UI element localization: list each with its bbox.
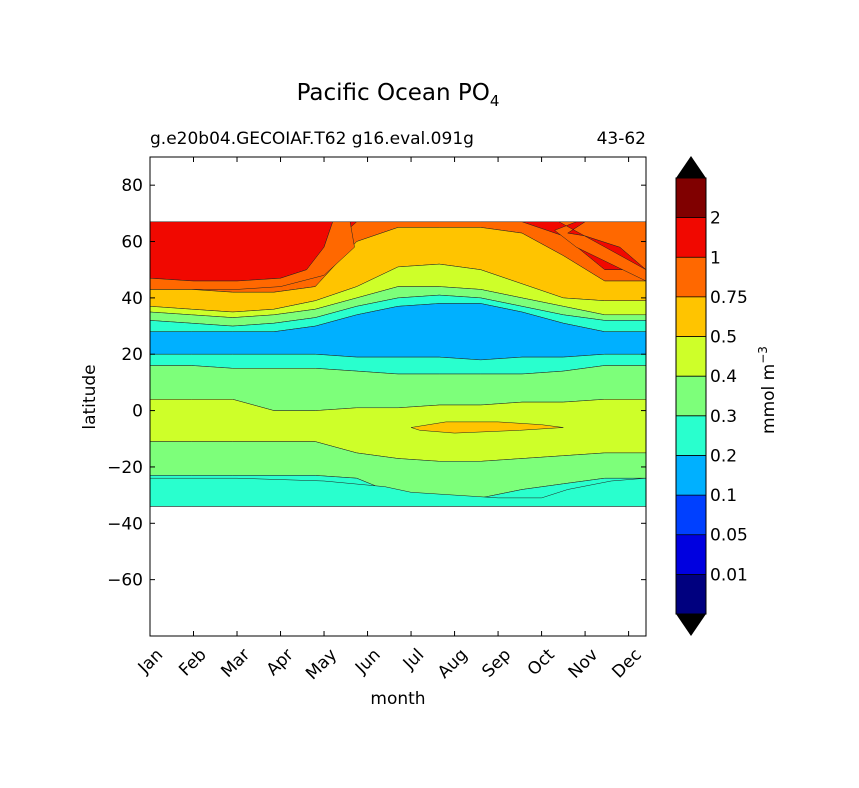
x-tick-label: Feb bbox=[175, 645, 210, 680]
x-tick-label: Nov bbox=[565, 645, 603, 683]
subtitle-left: g.e20b04.GECOIAF.T62 g16.eval.091g bbox=[150, 129, 474, 149]
colorbar-segment bbox=[676, 257, 706, 298]
contour-region-equatorial-pocket bbox=[411, 421, 564, 434]
x-tick-label: May bbox=[302, 645, 341, 684]
x-tick-label: Mar bbox=[217, 645, 254, 682]
subtitle-right: 43-62 bbox=[597, 129, 646, 149]
colorbar-tick-label: 0.5 bbox=[710, 328, 737, 348]
colorbar-segment bbox=[676, 376, 706, 417]
colorbar-tick-label: 0.1 bbox=[710, 486, 737, 506]
y-tick-label: 20 bbox=[121, 345, 143, 365]
x-tick-label: Oct bbox=[524, 645, 559, 680]
y-tick-label: −60 bbox=[107, 571, 143, 591]
contour-region-orange-band-north bbox=[150, 221, 355, 290]
chart-title-subscript: 4 bbox=[490, 92, 500, 110]
colorbar-tick-label: 0.2 bbox=[710, 446, 737, 466]
colorbar-label-superscript: −3 bbox=[756, 346, 770, 364]
x-tick-label: Jan bbox=[134, 645, 167, 678]
contour-region-orange-band-north-late bbox=[554, 221, 646, 282]
y-tick-label: −40 bbox=[107, 514, 143, 534]
colorbar-tick-label: 0.05 bbox=[710, 526, 748, 546]
contour-region-south-lowbound bbox=[150, 477, 646, 507]
x-tick-label: Jun bbox=[351, 645, 385, 679]
colorbar-frame bbox=[675, 177, 707, 615]
colorbar-tick-label: 0.01 bbox=[710, 565, 748, 585]
chart-title-main: Pacific Ocean PO bbox=[297, 80, 490, 106]
y-tick-label: −20 bbox=[107, 458, 143, 478]
chart-title: Pacific Ocean PO4 bbox=[297, 80, 500, 110]
x-tick-label: Jul bbox=[399, 645, 428, 674]
y-tick-label: 80 bbox=[121, 176, 143, 196]
colorbar: 0.01 0.05 0.1 0.2 0.3 0.4 0.5 0.75 1 2 bbox=[675, 156, 748, 636]
colorbar-segment bbox=[676, 495, 706, 536]
colorbar-tick-label: 2 bbox=[710, 209, 721, 229]
x-tick-label: Dec bbox=[608, 645, 645, 682]
colorbar-segment bbox=[676, 455, 706, 496]
colorbar-extend-min bbox=[676, 614, 706, 636]
colorbar-segment bbox=[676, 178, 706, 218]
colorbar-segment bbox=[676, 217, 706, 258]
x-tick-label: Sep bbox=[478, 645, 515, 682]
y-axis-label: latitude bbox=[80, 364, 100, 429]
colorbar-segment bbox=[676, 574, 706, 615]
colorbar-label: mmol m−3 bbox=[756, 346, 779, 434]
colorbar-segment bbox=[676, 296, 706, 337]
x-tick-label: Apr bbox=[263, 645, 298, 680]
y-tick-label: 40 bbox=[121, 289, 143, 309]
y-axis: 80 60 40 20 0 −20 −40 −60 bbox=[107, 176, 646, 591]
colorbar-segment bbox=[676, 415, 706, 456]
x-axis-label: month bbox=[370, 689, 425, 709]
y-tick-label: 60 bbox=[121, 233, 143, 253]
colorbar-segment bbox=[676, 534, 706, 575]
colorbar-tick-label: 0.75 bbox=[710, 288, 748, 308]
colorbar-segment bbox=[676, 336, 706, 377]
x-tick-label: Aug bbox=[434, 645, 472, 683]
colorbar-extend-max bbox=[676, 156, 706, 178]
contour-fill-layer bbox=[150, 221, 646, 507]
colorbar-tick-label: 0.4 bbox=[710, 367, 737, 387]
colorbar-label-main: mmol m bbox=[759, 364, 779, 434]
colorbar-tick-label: 1 bbox=[710, 248, 721, 268]
y-tick-label: 0 bbox=[132, 402, 143, 422]
plot-frame bbox=[149, 156, 647, 637]
colorbar-tick-label: 0.3 bbox=[710, 407, 737, 427]
